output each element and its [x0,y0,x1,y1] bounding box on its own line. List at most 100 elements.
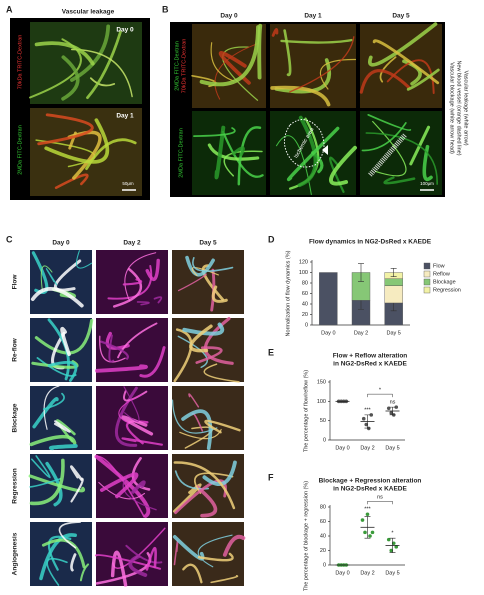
significance: *** [364,507,371,513]
vessel [270,85,331,107]
y-tick-label: 0 [323,562,326,568]
ischemic-outline [284,119,325,168]
x-tick-label: Day 0 [335,570,349,576]
vessel [94,553,162,570]
vessel [409,125,431,166]
error-bar [389,406,396,416]
stain-label: 2MDa FITC-Dextran [178,128,184,178]
legend-swatch [423,262,431,270]
vessel [188,393,200,408]
error-bar [389,537,396,553]
x-tick-label: Day 5 [385,445,399,451]
vessel [89,77,116,87]
chart-title: Flow dynamics in NG2-DsRed x KAEDE [309,239,432,246]
vessel [365,132,438,185]
vessel [297,115,318,188]
vessel [204,419,241,434]
data-point [369,413,374,417]
error-bar [390,268,397,277]
bar-segment [384,278,403,286]
vessel [110,550,128,587]
y-tick-label: 0 [305,322,308,328]
vessel [153,296,163,304]
y-tick-label: 20 [302,312,308,318]
y-tick-label: 80 [320,504,326,510]
vessel [98,481,146,500]
data-point [389,548,394,553]
data-point [363,530,367,535]
vessel [70,465,83,482]
x-tick-label: Day 0 [335,445,349,451]
x-tick-label: Day 2 [360,445,374,451]
significance: ns [390,400,396,406]
vessel [197,534,233,568]
vessel [182,322,225,336]
vessel [223,150,263,177]
vessel [181,409,213,451]
vessel [37,113,94,146]
data-point [394,405,399,409]
data-point [389,411,394,415]
data-point [364,422,369,427]
vessel [128,554,148,577]
vessel [32,397,59,429]
vessel [58,521,82,549]
vessel [44,118,110,164]
vessel [372,39,440,85]
vessel [367,113,412,131]
significance: * [391,531,394,537]
vessel [70,477,84,503]
day-label: Day 2 [123,240,141,247]
legend-label: Reflow [433,271,450,277]
legend-swatch [423,270,431,278]
row-label: Angiogenesis [12,532,19,575]
panel-label: F [268,472,274,482]
vessel [86,30,122,100]
panel-title: Vascular leakage [62,9,115,16]
day-label: Day 5 [392,13,410,20]
scale-label: 100μm [420,181,434,186]
vessel [70,553,77,572]
vessel [406,68,440,91]
y-tick-label: 80 [302,280,308,286]
vessel [123,386,140,422]
vessel [231,146,245,157]
data-point [366,426,371,431]
vessel [120,415,154,436]
bar-segment [319,272,338,326]
day-label: Day 0 [116,27,134,34]
x-tick-label: Day 5 [385,570,399,576]
vessel [42,392,65,410]
panel-label: D [268,234,275,244]
vessel [61,55,80,101]
significance: * [379,388,382,394]
day-label: Day 5 [199,240,217,247]
micrograph [30,22,142,104]
vessel [45,268,58,286]
vessel [203,363,240,383]
vessel [122,278,143,286]
vessel [112,267,142,308]
row-label: Flow [12,274,19,290]
y-axis-label: The percentage of blockage + regression … [303,481,309,591]
vessel [214,125,226,180]
vessel [329,145,357,186]
vessel [45,461,63,507]
vessel [210,574,239,584]
micrograph [96,522,168,586]
micrograph [192,111,266,195]
y-tick-label: 100 [299,270,308,276]
vessel [139,346,166,378]
vessel [118,394,143,424]
vessel [193,127,236,137]
vessel [221,130,264,178]
vessel [359,69,411,94]
significance: *** [364,407,371,413]
legend-text: Vascular leakage (white arrow) [463,70,469,145]
chart-title: in NG2-DsRed x KAEDE [333,486,407,493]
legend-label: Regression [433,287,461,293]
day-label: Day 1 [116,113,134,120]
vessel [76,250,93,269]
chart-title: Blockage + Regression alteration [319,478,422,485]
